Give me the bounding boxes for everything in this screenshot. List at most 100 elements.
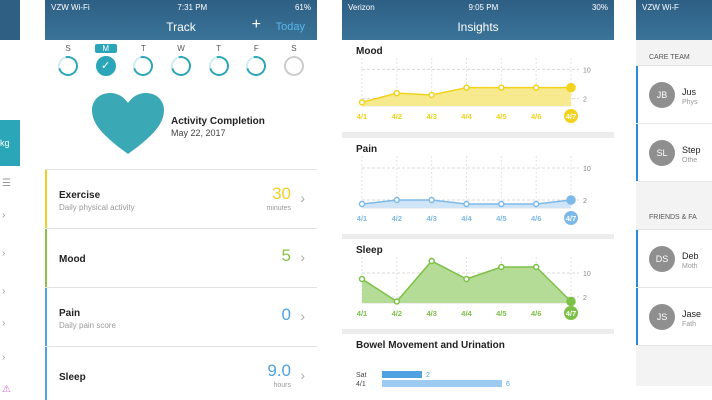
metric-description: Daily pain score [59, 321, 116, 330]
carrier-label: VZW Wi-Fi [51, 2, 90, 12]
y-tick-label: 10 [583, 67, 591, 74]
x-tick-label: 4/4 [461, 112, 472, 121]
x-tick-label: 4/1 [357, 214, 367, 223]
metric-name: Sleep [59, 372, 86, 383]
nav-bar: Insights [342, 14, 614, 40]
activity-date: May 22, 2017 [171, 128, 226, 138]
metric-description: Daily physical activity [59, 203, 135, 212]
metric-list: Exercise Daily physical activity 30 minutes… [45, 170, 317, 400]
today-button[interactable]: Today [275, 21, 305, 33]
x-tick-label: 4/1 [357, 112, 367, 121]
x-tick-label: 4/3 [426, 214, 436, 223]
chart-title: Mood [356, 46, 383, 57]
nav-bar: Track + Today [45, 14, 317, 40]
care-team-screen: VZW Wi-F CARE TEAM JB Jus Phys SL Step Othe F… [636, 0, 712, 400]
x-tick-label: 4/2 [392, 112, 402, 121]
day-label: T [140, 44, 146, 53]
data-point [393, 89, 401, 97]
chevron-right-icon[interactable]: › [2, 318, 6, 329]
x-tick-label: 4/5 [496, 214, 506, 223]
data-point [532, 200, 540, 208]
chevron-right-icon[interactable]: › [2, 286, 6, 297]
week-selector: S M ✓ T W T F S [45, 40, 317, 80]
chart-svg: Sat 2 4/1 6 [356, 371, 510, 388]
metric-color-bar [45, 170, 47, 228]
chart-card-1[interactable]: Pain 10 2 4/1 4/2 4/3 4/4 4/5 4/6 4/7 [342, 138, 614, 234]
page-title: Insights [457, 20, 499, 34]
weight-tile[interactable]: kg [0, 120, 20, 166]
chevron-right-icon: › [300, 308, 305, 324]
selected-day-marker [564, 109, 578, 123]
left-screen-fragment: kg ☰ › › › › › ⚠ [0, 0, 20, 400]
data-point [566, 195, 576, 205]
day-3[interactable]: W [167, 44, 195, 80]
person-row[interactable]: JB Jus Phys [636, 66, 712, 124]
page-title: Track [166, 20, 196, 34]
metric-row-sleep[interactable]: Sleep 9.0 hours › [45, 347, 317, 400]
chevron-right-icon[interactable]: › [2, 248, 6, 259]
carrier-label: Verizon [348, 2, 375, 12]
metric-row-pain[interactable]: Pain Daily pain score 0 › [45, 288, 317, 347]
time-label: 7:31 PM [177, 2, 208, 12]
section-header-care-team: CARE TEAM [636, 40, 712, 66]
person-row[interactable]: DS Deb Moth [636, 230, 712, 288]
x-tick-label: 4/1 [357, 309, 367, 318]
day-0[interactable]: S [54, 44, 82, 80]
area-fill [362, 87, 571, 106]
y-tick-label: 4/1 [356, 381, 366, 388]
alert-icon[interactable]: ⚠ [2, 384, 11, 395]
chart-title: Pain [356, 144, 378, 155]
chart-card-0[interactable]: Mood 10 2 4/1 4/2 4/3 4/4 4/5 4/6 4/7 [342, 40, 614, 132]
person-role: Othe [682, 157, 698, 164]
data-point [566, 296, 576, 307]
person-accent-bar [636, 124, 638, 181]
day-5[interactable]: F [242, 44, 270, 80]
chart-card-3[interactable]: Bowel Movement and Urination Sat 2 4/1 6 [342, 334, 614, 400]
activity-completion-card[interactable]: Activity Completion May 22, 2017 [45, 84, 317, 170]
selected-day-marker [564, 211, 578, 225]
activity-title: Activity Completion [171, 116, 265, 127]
data-point [428, 257, 435, 265]
y-tick-label: Sat [356, 372, 367, 379]
section-header-friends: FRIENDS & FA [636, 200, 712, 230]
add-button[interactable]: + [251, 16, 261, 33]
person-row[interactable]: JS Jase Fath [636, 288, 712, 346]
status-bar: VZW Wi-F [636, 0, 712, 14]
person-row[interactable]: SL Step Othe [636, 124, 712, 182]
day-6[interactable]: S [280, 44, 308, 80]
person-accent-bar [636, 288, 638, 345]
status-bar: VZW Wi-Fi 7:31 PM 61% [45, 0, 317, 14]
data-point [393, 196, 401, 204]
avatar: SL [649, 140, 675, 166]
x-tick-label: 4/3 [426, 309, 436, 318]
metric-row-exercise[interactable]: Exercise Daily physical activity 30 minutes… [45, 170, 317, 229]
data-point [393, 298, 401, 305]
day-1[interactable]: M ✓ [94, 44, 117, 76]
chart-title: Bowel Movement and Urination [356, 340, 505, 351]
chevron-right-icon[interactable]: › [2, 352, 6, 363]
progress-ring-icon [54, 52, 82, 80]
x-tick-label: 4/5 [496, 309, 506, 318]
person-accent-bar [636, 66, 638, 123]
battery-label: 30% [591, 2, 608, 12]
day-label: S [65, 44, 71, 53]
chart-card-2[interactable]: Sleep 10 2 4/1 4/2 4/3 4/4 4/5 4/6 4/7 [342, 239, 614, 329]
data-point [566, 82, 576, 93]
metric-row-mood[interactable]: Mood 5 › [45, 229, 317, 288]
metric-unit: minutes [266, 205, 291, 212]
chevron-right-icon[interactable]: › [2, 210, 6, 221]
progress-ring-icon [242, 52, 270, 80]
day-4[interactable]: T [204, 44, 233, 80]
day-2[interactable]: T [129, 44, 157, 80]
avatar: JB [649, 82, 675, 108]
day-label: W [177, 44, 185, 53]
data-point [358, 275, 366, 283]
chart-svg: 10 2 4/1 4/2 4/3 4/4 4/5 4/6 4/7 [357, 156, 591, 225]
y-tick-label: 2 [583, 295, 587, 302]
x-tick-label: 4/3 [426, 112, 436, 121]
metric-unit: hours [273, 382, 291, 389]
person-role: Phys [682, 99, 698, 106]
x-tick-label: 4/6 [531, 309, 541, 318]
metric-value: 30 [272, 184, 291, 203]
avatar: DS [649, 246, 675, 272]
